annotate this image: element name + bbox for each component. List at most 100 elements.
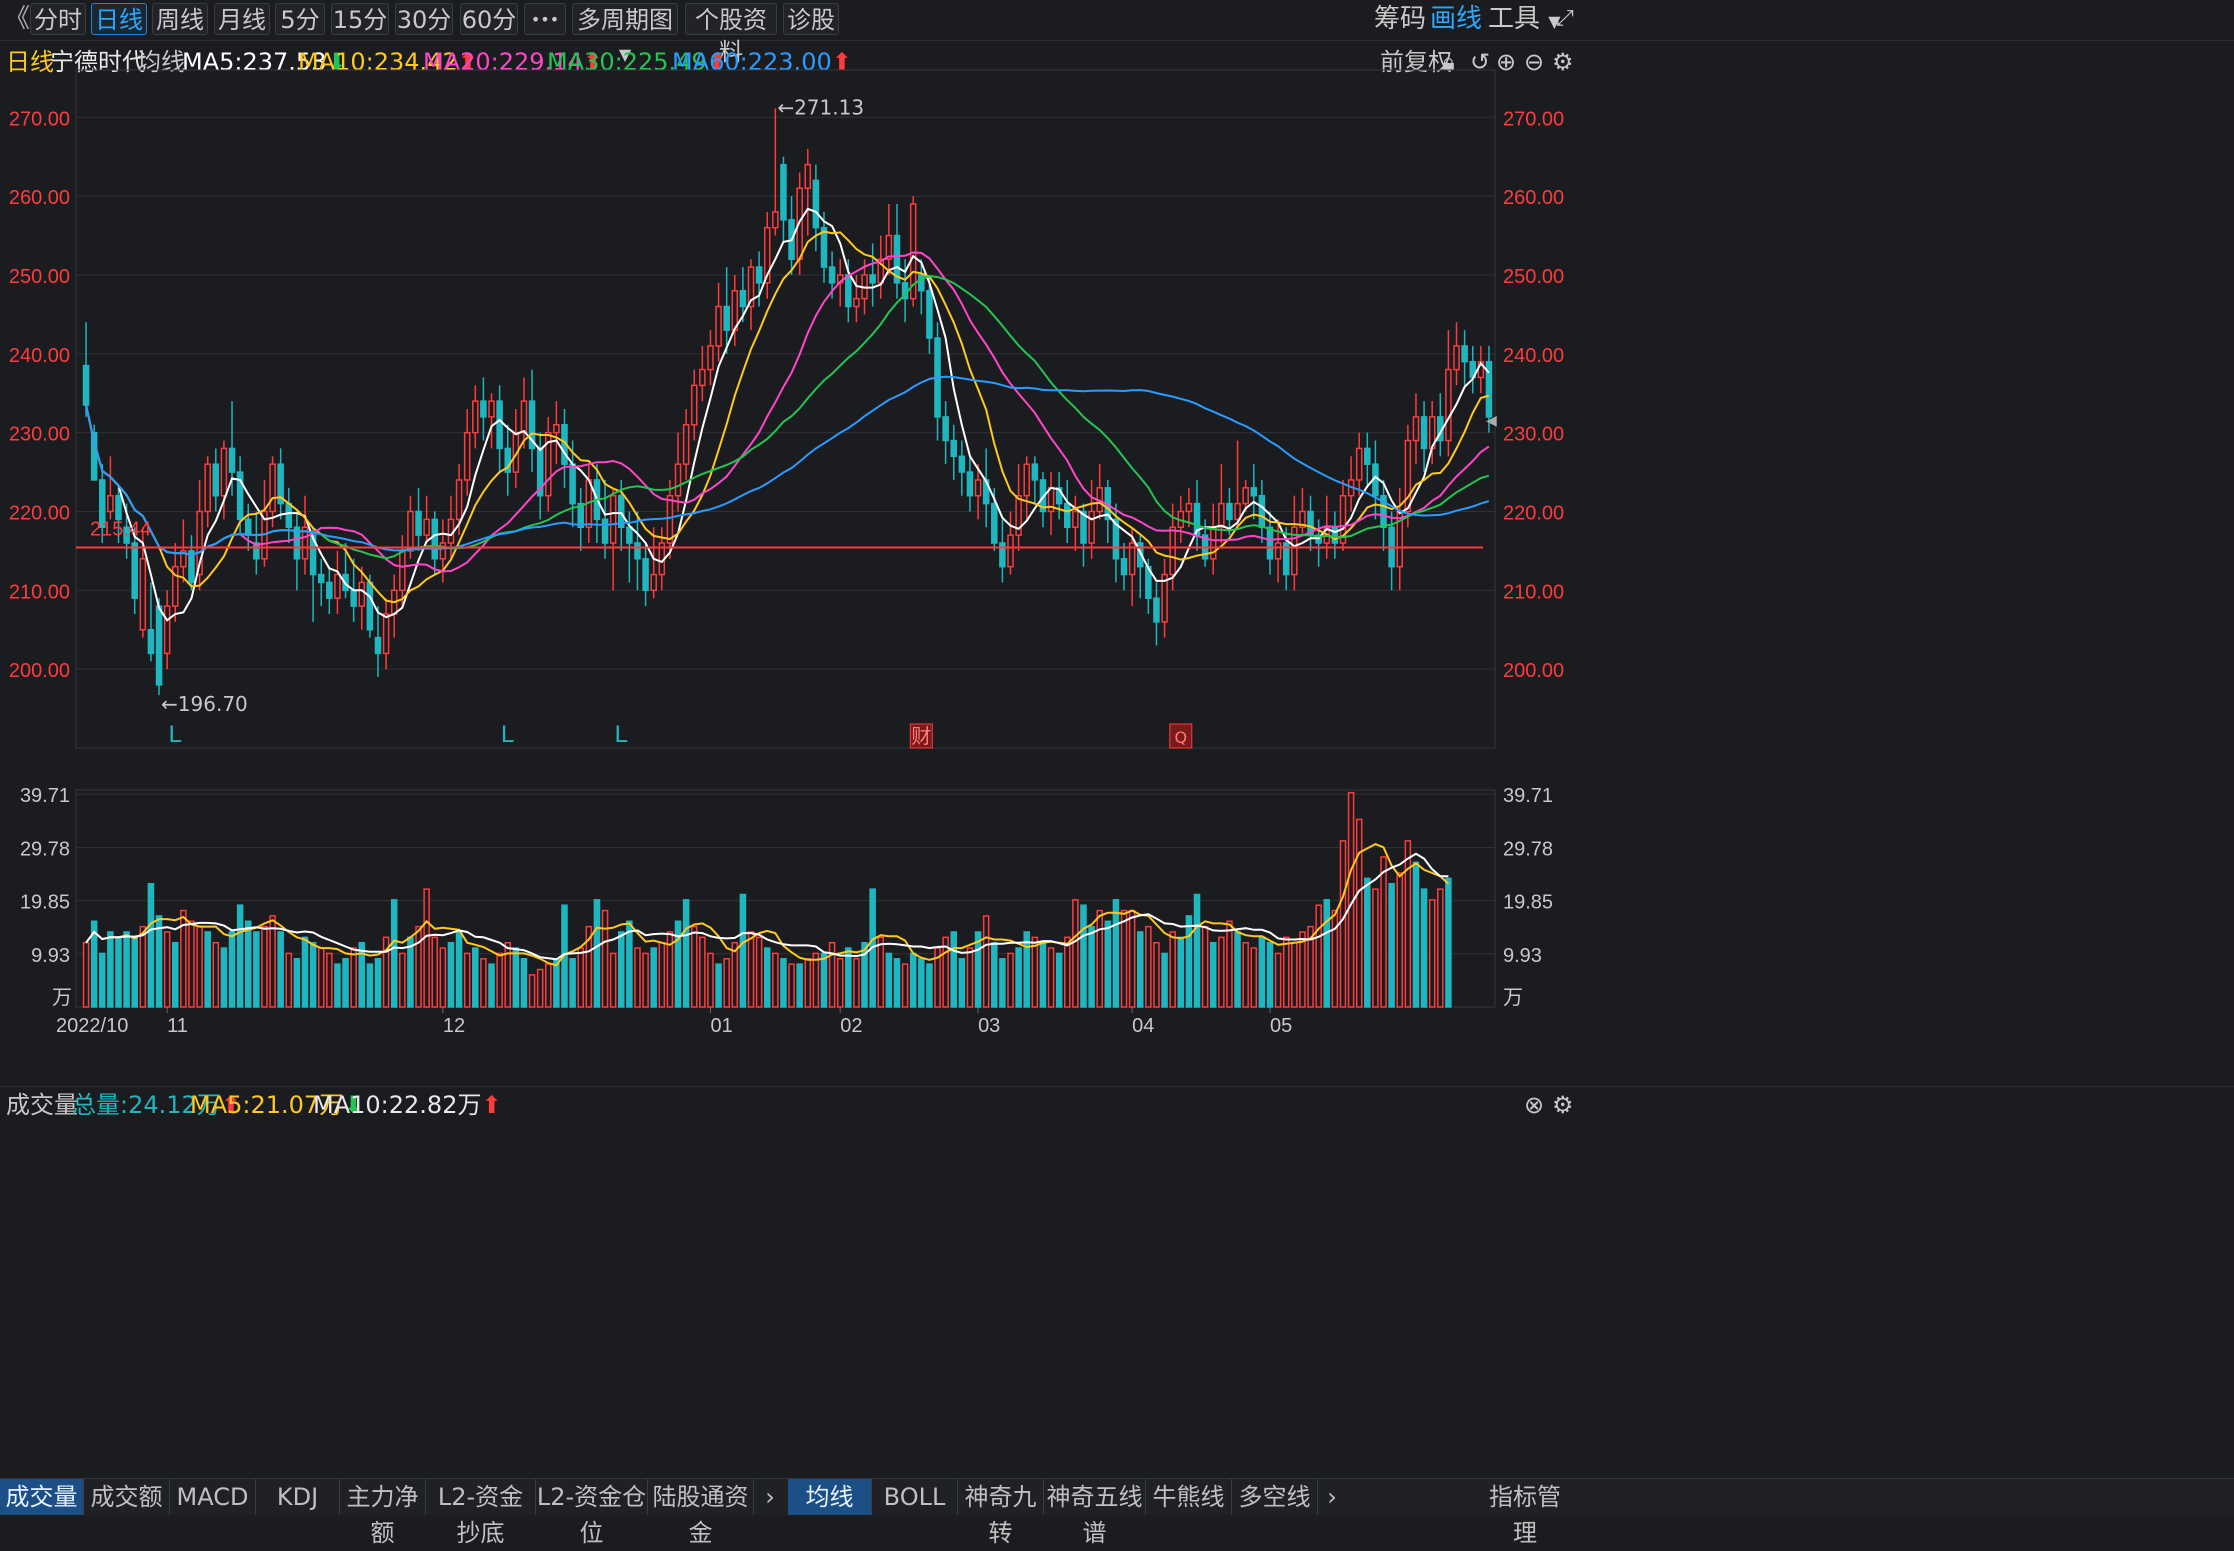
candle-body: [1291, 526, 1298, 576]
volume-bar: [277, 931, 284, 1008]
tab-nine-turn[interactable]: 神奇九转: [958, 1479, 1044, 1547]
volume-bar: [788, 963, 795, 1008]
stock-profile-button[interactable]: 个股资料: [685, 3, 777, 66]
volume-bar: [1250, 947, 1258, 1008]
lock-icon[interactable]: 🔒︎: [1442, 48, 1455, 76]
tab-l2-bottom[interactable]: L2-资金抄底: [426, 1479, 536, 1547]
tab-30min[interactable]: 30分: [395, 3, 453, 35]
more-button[interactable]: •••: [524, 3, 566, 35]
multi-period-dropdown[interactable]: 多周期图 ▼: [572, 3, 678, 64]
tab-ma[interactable]: 均线: [788, 1479, 872, 1515]
candle-body: [1485, 360, 1493, 418]
candle-body: [1023, 463, 1030, 497]
volume-ma10: MA10:22.82万⬆: [313, 1091, 502, 1119]
volume-bar: [212, 941, 220, 1008]
volume-bar: [909, 952, 917, 1008]
diagnose-button[interactable]: 诊股: [783, 3, 839, 35]
close-icon[interactable]: ⊗: [1524, 1091, 1545, 1119]
candle-body: [480, 400, 487, 418]
tab-l2-position[interactable]: L2-资金仓位: [536, 1479, 648, 1547]
gear-icon[interactable]: ⚙: [1552, 48, 1574, 76]
collapse-button[interactable]: 《: [4, 4, 31, 34]
volume-bar: [609, 952, 617, 1008]
price-tick-label-right: 220.00: [1503, 502, 1564, 524]
tab-bull-bear[interactable]: 牛熊线: [1146, 1479, 1232, 1515]
tab-turnover[interactable]: 成交额: [84, 1479, 170, 1515]
candle-body: [504, 447, 511, 473]
candle-body: [609, 494, 617, 544]
volume-bar: [1177, 936, 1185, 1008]
tab-60min[interactable]: 60分: [460, 3, 518, 35]
candle-body: [455, 479, 463, 521]
tab-weekly[interactable]: 周线: [152, 3, 208, 35]
volume-bar: [918, 958, 925, 1008]
volume-bar: [1064, 936, 1071, 1008]
zoom-out-icon[interactable]: ⊖: [1524, 48, 1545, 76]
tab-15min[interactable]: 15分: [331, 3, 389, 35]
tab-boll[interactable]: BOLL: [872, 1479, 958, 1515]
candle-body: [1242, 487, 1249, 505]
volume-bar: [666, 931, 674, 1008]
candle-body: [1461, 345, 1468, 363]
volume-bar: [739, 893, 747, 1008]
candle-body: [350, 589, 357, 607]
tools-label: 工具: [1488, 4, 1541, 34]
volume-bar: [982, 915, 990, 1008]
candle-body: [1420, 416, 1428, 450]
tab-long-short[interactable]: 多空线: [1232, 1479, 1318, 1515]
candle-body: [82, 364, 90, 406]
tab-daily[interactable]: 日线: [91, 3, 147, 35]
volume-bar: [958, 958, 966, 1008]
volume-tick-label-right: 39.71: [1503, 785, 1553, 807]
tab-kdj[interactable]: KDJ: [256, 1479, 340, 1515]
candle-body: [666, 494, 674, 544]
chevron-right-icon[interactable]: ›: [765, 1483, 775, 1511]
chevron-right-icon[interactable]: ›: [1327, 1483, 1337, 1511]
undo-icon[interactable]: ↺: [1470, 48, 1491, 76]
volume-label[interactable]: 成交量: [6, 1091, 78, 1119]
volume-bar: [236, 904, 244, 1008]
fullscreen-icon[interactable]: ⤢: [1556, 6, 1574, 31]
tools-button[interactable]: 工具 ▼: [1488, 3, 1561, 35]
candle-body: [820, 226, 828, 268]
volume-bar: [1355, 818, 1363, 1008]
tab-macd[interactable]: MACD: [170, 1479, 256, 1515]
arrow-up-icon: ⬆: [831, 48, 852, 76]
gear-icon[interactable]: ⚙: [1552, 1091, 1574, 1119]
volume-bar: [139, 925, 147, 1008]
candle-body: [1258, 494, 1266, 529]
tab-5min[interactable]: 5分: [275, 3, 325, 35]
tab-hk-connect[interactable]: 陆股通资金: [648, 1479, 754, 1547]
tab-five-lines[interactable]: 神奇五线谱: [1044, 1479, 1146, 1547]
zoom-in-icon[interactable]: ⊕: [1496, 48, 1517, 76]
candle-body: [269, 463, 276, 513]
indicator-manage-button[interactable]: 指标管理: [1489, 1483, 1561, 1547]
candle-body: [1218, 502, 1225, 529]
horizontal-price-label: 215.44: [90, 518, 151, 540]
x-tick-label: 2022/10: [56, 1015, 128, 1037]
x-tick-label: 05: [1270, 1015, 1292, 1037]
adjust-dropdown[interactable]: 前复权: [1380, 48, 1452, 76]
arrow-up-icon: ⬆: [582, 48, 603, 76]
volume-bar: [601, 909, 609, 1008]
tab-main-net[interactable]: 主力净额: [340, 1479, 426, 1547]
candle-body: [1266, 526, 1274, 560]
candle-body: [1299, 510, 1306, 529]
candle-body: [642, 558, 649, 592]
volume-bar: [107, 931, 114, 1008]
draw-button[interactable]: 画线: [1430, 4, 1483, 34]
tab-intraday[interactable]: 分时: [30, 3, 86, 35]
volume-bar: [1323, 899, 1331, 1008]
candle-body: [1015, 494, 1022, 536]
kline-chart[interactable]: 270.00 270.00 260.00 260.00 250.00 250.00 240.…: [0, 0, 2234, 1478]
tab-volume[interactable]: 成交量: [0, 1479, 84, 1515]
tab-monthly[interactable]: 月线: [214, 3, 270, 35]
candle-body: [699, 368, 706, 387]
candle-body: [220, 447, 228, 497]
ma-label[interactable]: 均线: [137, 48, 185, 76]
candle-body: [147, 628, 155, 655]
volume-bar: [1258, 936, 1266, 1008]
chips-button[interactable]: 筹码: [1374, 4, 1427, 34]
volume-bar: [390, 899, 398, 1008]
candle-body: [123, 526, 130, 544]
